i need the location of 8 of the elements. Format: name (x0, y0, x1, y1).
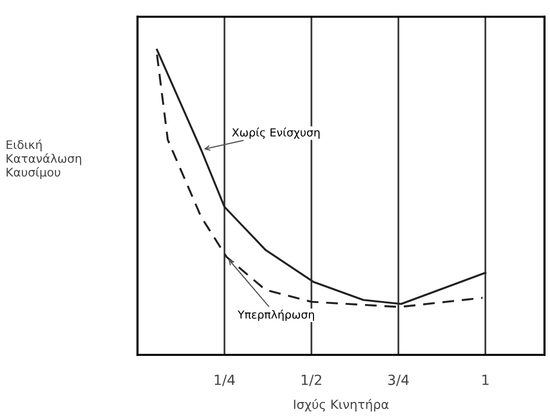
x-tick-label: 3/4 (388, 374, 409, 386)
x-tick-label: 1 (482, 374, 488, 385)
series-label: Υπερπλήρωση (238, 310, 314, 321)
x-axis-title: Ισχύς Κινητήρα (294, 398, 389, 412)
text: Χωρίς Ενίσχυση (232, 128, 320, 139)
y-axis-title: Ειδική Κατανάλωση Καυσίμου (6, 139, 82, 179)
x-tick-label: 1/4 (214, 374, 235, 386)
x-tick-label: 1/2 (302, 374, 322, 386)
